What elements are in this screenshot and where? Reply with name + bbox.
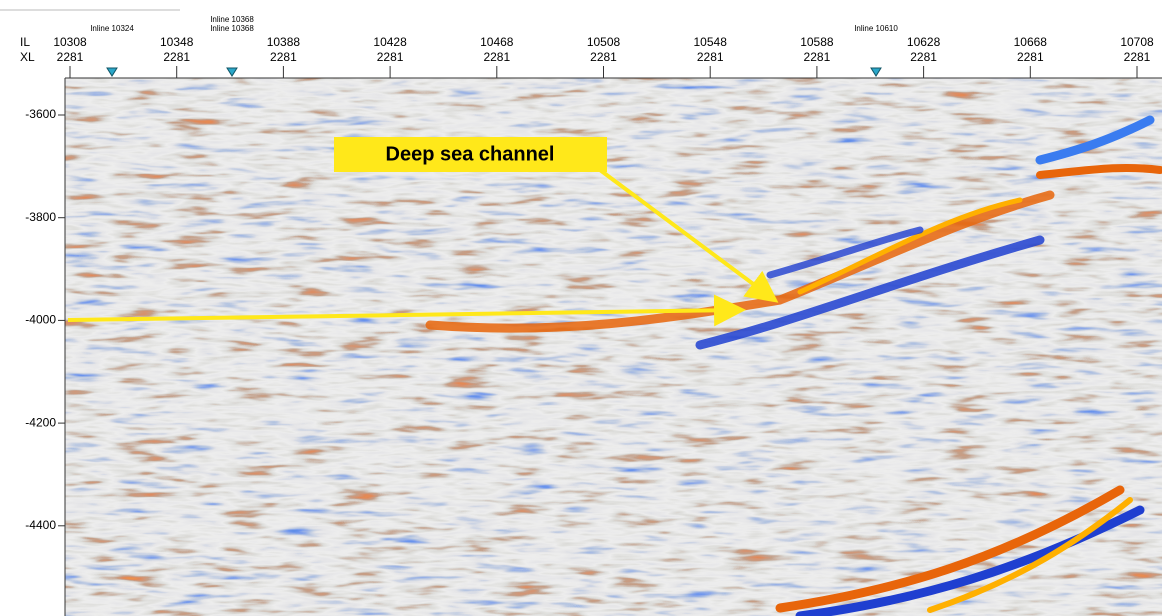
depth-tick-label: -4200 xyxy=(25,415,56,429)
xl-tick-label: 2281 xyxy=(377,50,404,64)
il-tick-label: 10388 xyxy=(267,35,301,49)
il-tick-label: 10668 xyxy=(1014,35,1048,49)
il-tick-label: 10428 xyxy=(373,35,407,49)
xl-tick-label: 2281 xyxy=(804,50,831,64)
annotation-arrows xyxy=(67,168,779,327)
il-tick-label: 10548 xyxy=(694,35,728,49)
il-tick-label: 10348 xyxy=(160,35,194,49)
marker-label: Inline 10368 xyxy=(210,15,254,24)
il-tick-label: 10308 xyxy=(53,35,87,49)
il-tick-label: 10708 xyxy=(1120,35,1154,49)
annotation-text: Deep sea channel xyxy=(386,143,555,165)
depth-tick-label: -4000 xyxy=(25,313,56,327)
marker-triangle xyxy=(226,67,238,77)
annotation-box xyxy=(334,137,607,172)
marker-label: Inline 10610 xyxy=(854,24,898,33)
reflectors xyxy=(425,115,1162,616)
il-tick-label: 10628 xyxy=(907,35,941,49)
seismic-image xyxy=(65,78,1162,616)
xl-tick-label: 2281 xyxy=(1124,50,1151,64)
xl-tick-label: 2281 xyxy=(910,50,937,64)
marker-label: Inline 10368 xyxy=(210,24,254,33)
marker-triangle xyxy=(870,67,882,77)
marker-label: Inline 10324 xyxy=(90,24,134,33)
il-label: IL xyxy=(20,35,30,49)
xl-label: XL xyxy=(20,50,35,64)
il-tick-label: 10508 xyxy=(587,35,621,49)
xl-tick-label: 2281 xyxy=(57,50,84,64)
xl-tick-label: 2281 xyxy=(697,50,724,64)
xl-tick-label: 2281 xyxy=(590,50,617,64)
depth-tick-label: -4400 xyxy=(25,518,56,532)
xl-tick-label: 2281 xyxy=(1017,50,1044,64)
il-tick-label: 10468 xyxy=(480,35,514,49)
depth-tick-label: -3600 xyxy=(25,107,56,121)
xl-tick-label: 2281 xyxy=(270,50,297,64)
xl-tick-label: 2281 xyxy=(163,50,190,64)
il-tick-label: 10588 xyxy=(800,35,834,49)
marker-triangle xyxy=(106,67,118,77)
xl-tick-label: 2281 xyxy=(483,50,510,64)
depth-tick-label: -3800 xyxy=(25,210,56,224)
